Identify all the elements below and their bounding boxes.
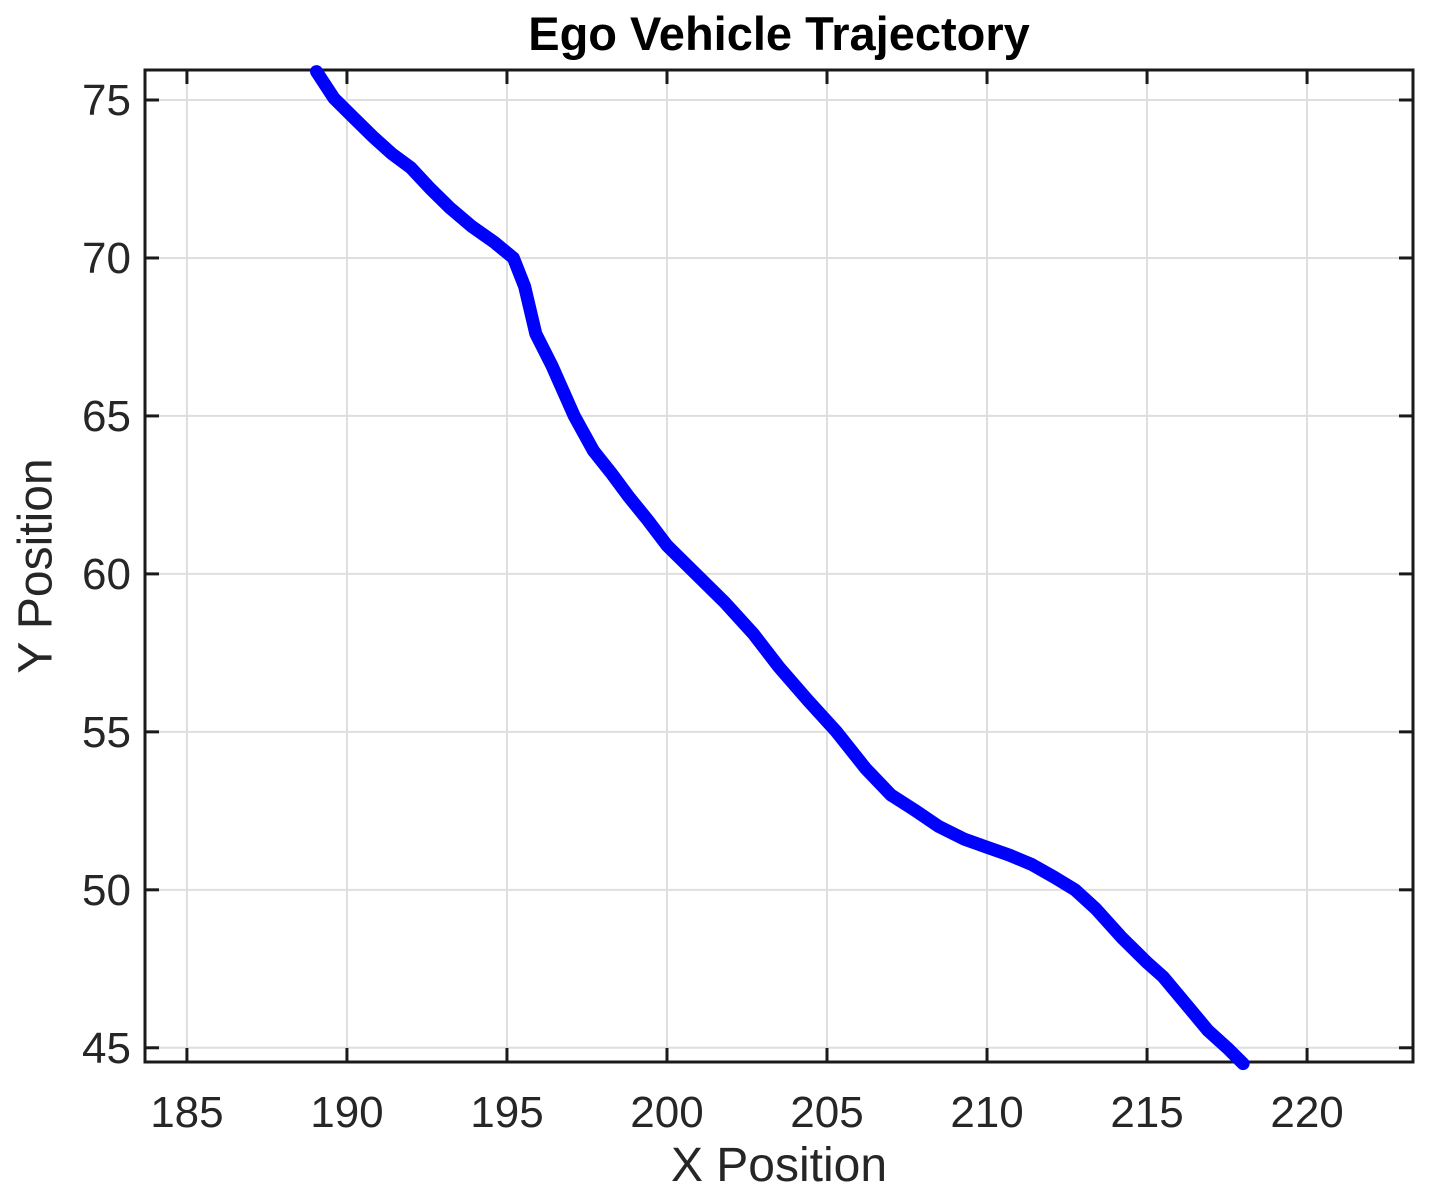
x-tick-label: 190 (310, 1088, 383, 1137)
y-axis-label: Y Position (9, 458, 63, 674)
x-tick-label: 210 (950, 1088, 1023, 1137)
x-tick-label: 220 (1270, 1088, 1343, 1137)
y-tick-label: 50 (82, 866, 131, 915)
y-tick-label: 45 (82, 1024, 131, 1073)
y-tick-label: 60 (82, 550, 131, 599)
chart-title: Ego Vehicle Trajectory (528, 7, 1030, 60)
y-tick-label: 75 (82, 76, 131, 125)
x-tick-label: 200 (630, 1088, 703, 1137)
plot-background (145, 70, 1413, 1062)
x-tick-label: 205 (790, 1088, 863, 1137)
y-tick-label: 70 (82, 234, 131, 283)
x-tick-label: 215 (1110, 1088, 1183, 1137)
x-tick-label: 185 (150, 1088, 223, 1137)
axes-box (143, 68, 1415, 1064)
y-tick-label: 65 (82, 392, 131, 441)
x-axis-label: X Position (670, 1139, 888, 1192)
x-tick-label: 195 (470, 1088, 543, 1137)
y-tick-label: 55 (82, 708, 131, 757)
trajectory-line-ego-trajectory (310, 65, 1250, 1071)
